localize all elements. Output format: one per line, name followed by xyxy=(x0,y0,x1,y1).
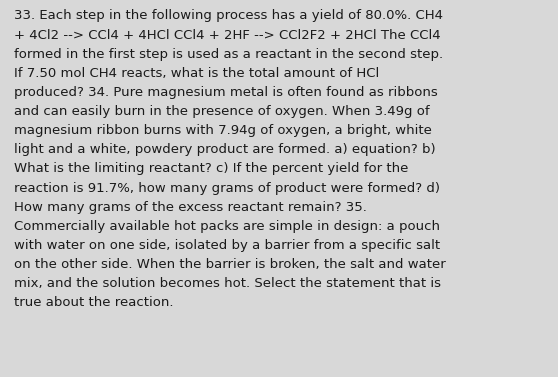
Text: and can easily burn in the presence of oxygen. When 3.49g of: and can easily burn in the presence of o… xyxy=(14,105,430,118)
Text: How many grams of the excess reactant remain? 35.: How many grams of the excess reactant re… xyxy=(14,201,367,214)
Text: true about the reaction.: true about the reaction. xyxy=(14,296,174,310)
Text: with water on one side, isolated by a barrier from a specific salt: with water on one side, isolated by a ba… xyxy=(14,239,440,252)
Text: on the other side. When the barrier is broken, the salt and water: on the other side. When the barrier is b… xyxy=(14,258,446,271)
Text: 33. Each step in the following process has a yield of 80.0%. CH4: 33. Each step in the following process h… xyxy=(14,9,443,22)
Text: What is the limiting reactant? c) If the percent yield for the: What is the limiting reactant? c) If the… xyxy=(14,162,408,175)
Text: formed in the first step is used as a reactant in the second step.: formed in the first step is used as a re… xyxy=(14,48,443,61)
Text: If 7.50 mol CH4 reacts, what is the total amount of HCl: If 7.50 mol CH4 reacts, what is the tota… xyxy=(14,67,379,80)
Text: + 4Cl2 --> CCl4 + 4HCl CCl4 + 2HF --> CCl2F2 + 2HCl The CCl4: + 4Cl2 --> CCl4 + 4HCl CCl4 + 2HF --> CC… xyxy=(14,29,441,41)
Text: mix, and the solution becomes hot. Select the statement that is: mix, and the solution becomes hot. Selec… xyxy=(14,277,441,290)
Text: magnesium ribbon burns with 7.94g of oxygen, a bright, white: magnesium ribbon burns with 7.94g of oxy… xyxy=(14,124,432,137)
Text: Commercially available hot packs are simple in design: a pouch: Commercially available hot packs are sim… xyxy=(14,220,440,233)
Text: reaction is 91.7%, how many grams of product were formed? d): reaction is 91.7%, how many grams of pro… xyxy=(14,182,440,195)
Text: produced? 34. Pure magnesium metal is often found as ribbons: produced? 34. Pure magnesium metal is of… xyxy=(14,86,437,99)
Text: light and a white, powdery product are formed. a) equation? b): light and a white, powdery product are f… xyxy=(14,143,436,156)
